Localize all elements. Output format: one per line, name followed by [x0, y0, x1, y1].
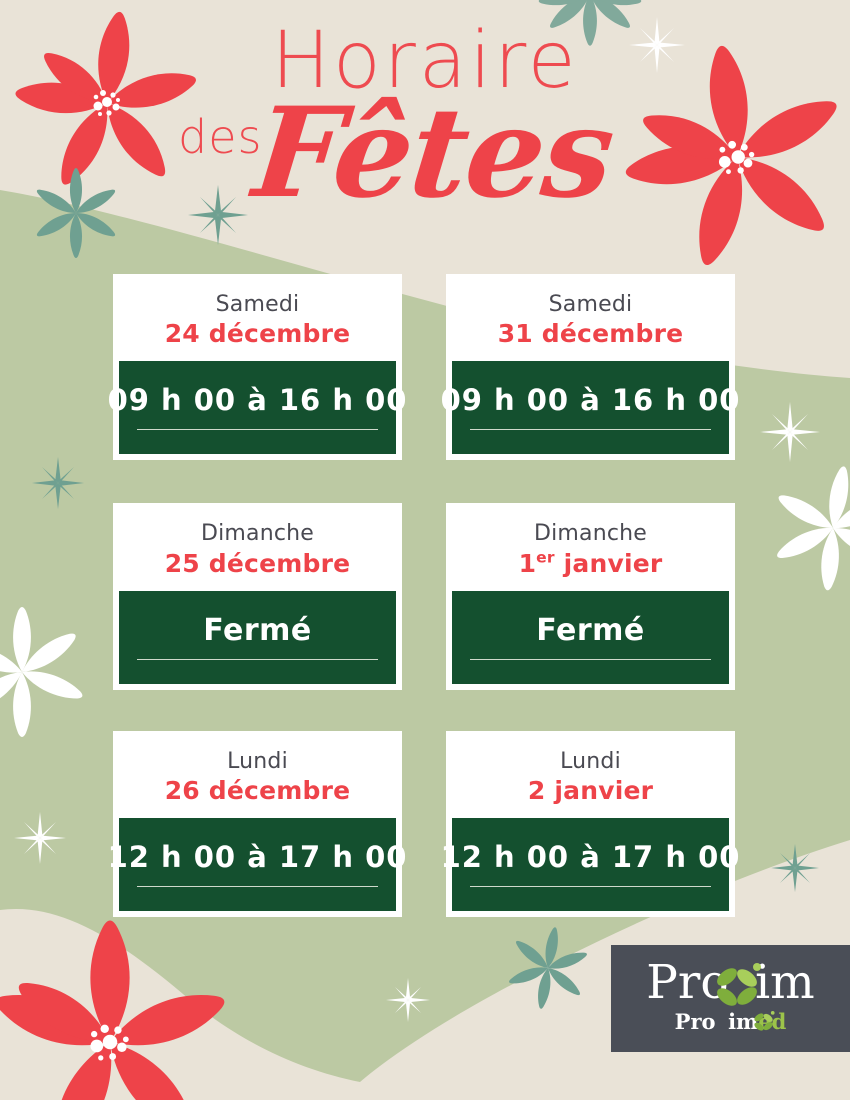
card-date-month: janvier	[545, 775, 654, 805]
card-underline-rule	[470, 429, 711, 431]
schedule-card: Dimanche 1er janvier Fermé	[446, 503, 735, 690]
beige-bottom-sweep	[0, 908, 850, 1100]
card-date-label: 31 décembre	[452, 319, 729, 349]
white-sparkle-title-right	[629, 17, 685, 73]
card-hours-text: 12 h 00 à 17 h 00	[440, 839, 741, 874]
card-underline-rule	[137, 429, 378, 431]
card-header: Lundi 26 décembre	[113, 731, 402, 818]
card-header: Dimanche 25 décembre	[113, 503, 402, 590]
card-date-label: 26 décembre	[119, 776, 396, 806]
card-date-number: 24	[164, 319, 200, 349]
schedule-card: Samedi 31 décembre 09 h 00 à 16 h 00	[441, 274, 739, 461]
card-hours-panel: Fermé	[452, 590, 729, 684]
logo-brand-text: Proxim	[611, 959, 850, 1006]
schedule-row-1: Samedi 24 décembre 09 h 00 à 16 h 00 Sam…	[108, 274, 739, 461]
card-date-month: décembre	[532, 319, 684, 349]
teal-sparkle-upper-left	[188, 185, 248, 245]
card-date-number: 2	[527, 775, 546, 805]
card-hours-panel: 12 h 00 à 17 h 00	[108, 817, 406, 911]
schedule-card: Lundi 26 décembre 12 h 00 à 17 h 00	[108, 730, 406, 917]
card-date-ordinal: er	[536, 548, 555, 567]
card-date-label: 24 décembre	[119, 319, 396, 349]
card-date-label: 1er janvier	[452, 549, 729, 579]
title-des: des	[178, 110, 263, 164]
schedule-card: Dimanche 25 décembre Fermé	[113, 503, 402, 690]
white-sparkle-bottom-center	[386, 978, 430, 1022]
card-hours-panel: Fermé	[119, 590, 396, 684]
card-day-label: Lundi	[560, 748, 621, 774]
card-date-number: 26	[164, 775, 200, 805]
card-date-label: 25 décembre	[119, 549, 396, 579]
card-hours-panel: 09 h 00 à 16 h 00	[108, 361, 406, 455]
logo-sub-text: Proximed	[611, 1011, 850, 1032]
poinsettia-bottom-left	[0, 920, 231, 1100]
card-header: Dimanche 1er janvier	[446, 503, 735, 590]
card-date-month: décembre	[199, 775, 351, 805]
butterfly-small-icon	[754, 1011, 775, 1031]
card-underline-rule	[470, 658, 711, 660]
card-date-month: décembre	[199, 548, 351, 578]
logo-brand-suffix: im	[755, 955, 815, 1010]
card-hours-text: 09 h 00 à 16 h 00	[440, 383, 741, 418]
logo-sub-suffix: im	[728, 1009, 759, 1034]
poinsettia-top-right	[623, 43, 845, 270]
card-day-label: Dimanche	[200, 521, 315, 547]
card-underline-rule	[470, 885, 711, 887]
card-hours-text: Fermé	[536, 612, 645, 648]
schedule-grid: Samedi 24 décembre 09 h 00 à 16 h 00 Sam…	[108, 274, 739, 917]
card-underline-rule	[137, 658, 378, 660]
card-day-label: Samedi	[548, 292, 633, 317]
logo-brand-prefix: Pro	[646, 955, 729, 1010]
card-header: Lundi 2 janvier	[446, 731, 735, 818]
white-sparkle-left-lower	[14, 812, 66, 864]
schedule-row-3: Lundi 26 décembre 12 h 00 à 17 h 00 Lund…	[108, 730, 739, 917]
teal-sparkle-left-middle	[32, 457, 84, 509]
card-date-number: 25	[164, 548, 200, 578]
card-hours-text: 12 h 00 à 17 h 00	[107, 839, 408, 874]
card-day-label: Dimanche	[533, 521, 648, 547]
row-spacer	[113, 690, 735, 731]
white-sparkle-right-upper	[760, 402, 820, 462]
card-day-label: Samedi	[215, 292, 300, 317]
title-fetes-script: Fêtes	[247, 81, 619, 226]
card-date-number: 1	[518, 548, 537, 578]
card-header: Samedi 24 décembre	[113, 274, 402, 361]
card-date-month: décembre	[199, 319, 351, 349]
poinsettia-top-left	[13, 9, 200, 192]
card-underline-rule	[137, 885, 378, 887]
schedule-row-2: Dimanche 25 décembre Fermé Dimanche 1er …	[113, 503, 735, 690]
schedule-card: Samedi 24 décembre 09 h 00 à 16 h 00	[108, 274, 406, 461]
butterfly-icon	[717, 963, 761, 1006]
card-hours-text: Fermé	[203, 612, 312, 648]
card-date-month: janvier	[554, 548, 663, 578]
card-hours-panel: 09 h 00 à 16 h 00	[441, 361, 739, 455]
card-day-label: Lundi	[227, 748, 288, 774]
teal-sparkle-bottom-right	[771, 844, 819, 892]
card-header: Samedi 31 décembre	[446, 274, 735, 361]
page-title: Horaire des Fêtes	[0, 0, 850, 250]
proxim-logo: Proxim Proximed	[611, 945, 850, 1052]
title-horaire: Horaire	[271, 16, 579, 106]
card-date-number: 31	[497, 319, 533, 349]
card-hours-text: 09 h 00 à 16 h 00	[107, 383, 408, 418]
schedule-card: Lundi 2 janvier 12 h 00 à 17 h 00	[441, 730, 739, 917]
row-spacer	[113, 460, 735, 503]
logo-sub-prefix: Pro	[674, 1009, 716, 1034]
card-hours-panel: 12 h 00 à 17 h 00	[441, 817, 739, 911]
card-date-label: 2 janvier	[452, 776, 729, 806]
